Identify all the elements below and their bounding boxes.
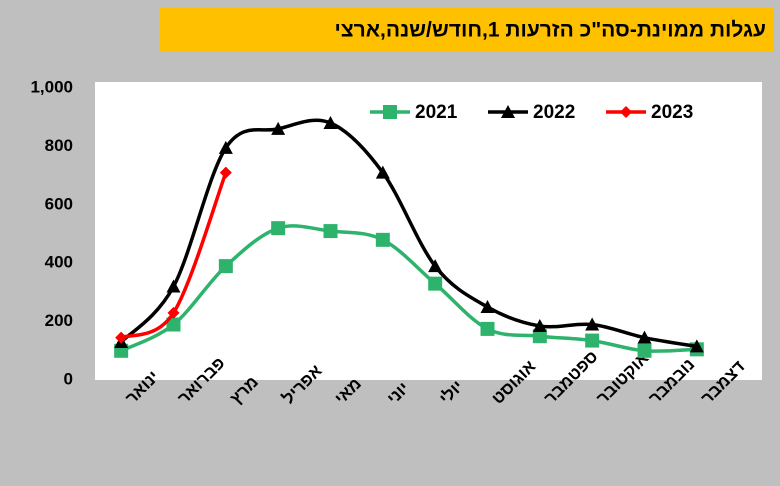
legend-marker [501, 105, 515, 118]
y-tick-label: 200 [45, 311, 73, 330]
marker [585, 317, 600, 331]
marker [689, 339, 704, 353]
y-tick-label: 400 [45, 253, 73, 272]
y-tick-label: 600 [45, 194, 73, 213]
legend-label: 2022 [533, 102, 575, 123]
legend-marker [620, 106, 632, 118]
y-tick-label: 0 [64, 369, 73, 388]
marker [532, 318, 547, 332]
marker [115, 331, 128, 344]
marker [271, 121, 286, 135]
marker [166, 317, 181, 332]
marker [637, 343, 652, 358]
marker [585, 333, 600, 348]
marker [532, 329, 547, 344]
title-box [160, 8, 774, 51]
marker [428, 276, 443, 291]
marker [323, 224, 338, 239]
y-tick-label: 800 [45, 136, 73, 155]
series-line [120, 172, 228, 340]
marker [323, 116, 338, 130]
legend-label: 2021 [415, 102, 458, 123]
chart-title: עגלות ממוינת-סה"כ הזרעות 1,חודש/שנה,ארצי [335, 19, 767, 42]
marker [375, 232, 390, 247]
marker [218, 140, 233, 154]
marker [218, 259, 233, 274]
marker [480, 321, 495, 336]
marker [480, 300, 495, 313]
marker [428, 259, 443, 273]
legend-label: 2023 [651, 102, 693, 123]
marker [375, 165, 390, 179]
marker [167, 306, 180, 319]
legend-marker [383, 105, 397, 119]
marker [166, 279, 181, 293]
marker [219, 166, 232, 179]
marker [637, 330, 652, 344]
marker [271, 221, 286, 236]
y-tick-label: 1,000 [30, 77, 73, 96]
